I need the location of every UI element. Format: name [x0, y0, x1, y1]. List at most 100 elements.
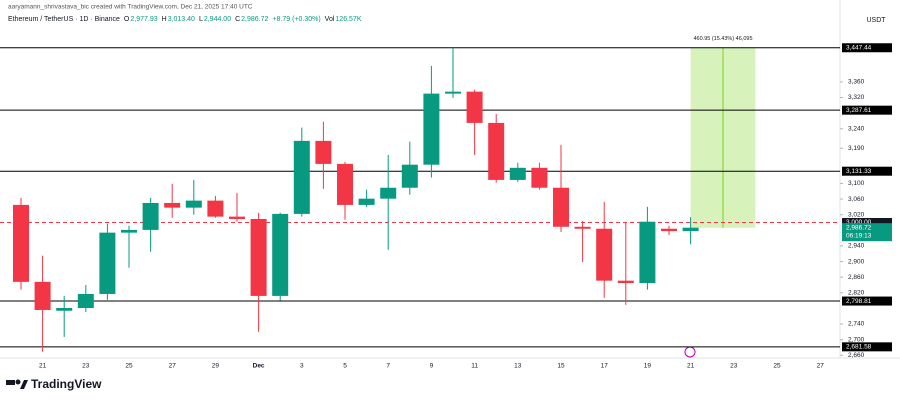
level-label: 3,131.33: [846, 168, 872, 175]
x-tick-label: 17: [601, 363, 609, 370]
x-tick-label: 25: [773, 363, 781, 370]
level-label: 3,447.44: [846, 44, 872, 51]
legend-key: C: [235, 16, 240, 23]
candle-body: [56, 308, 73, 311]
candle-body: [401, 164, 418, 188]
candle-body: [423, 93, 440, 165]
x-tick-label: 27: [817, 363, 825, 370]
candle-body: [574, 226, 591, 229]
y-tick-label: 2,860: [848, 274, 865, 281]
legend-key: Vol: [325, 16, 335, 23]
x-tick-label: 7: [386, 363, 390, 370]
y-tick-label: 3,240: [848, 125, 865, 132]
y-tick-label: 3,320: [848, 94, 865, 101]
candle-body: [617, 280, 634, 284]
candle-body: [229, 216, 245, 219]
y-tick-label: 3,100: [848, 180, 865, 187]
logo-mark: [6, 380, 15, 385]
level-tag: [842, 105, 892, 115]
legend-value: 2,944.00: [204, 16, 231, 23]
level-label: 2,681.58: [846, 344, 872, 351]
x-tick-label: 15: [557, 363, 565, 370]
candle-body: [445, 91, 461, 94]
level-tag: [842, 296, 892, 306]
currency: USDT: [866, 17, 886, 24]
x-tick-label: 23: [82, 363, 90, 370]
legend-key: L: [199, 16, 203, 23]
level-label: 2,798.81: [846, 298, 872, 305]
level-tag: [842, 43, 892, 53]
candle-body: [13, 204, 29, 282]
candle-body: [596, 228, 613, 281]
y-tick-label: 2,900: [848, 258, 865, 265]
logo-mark: [15, 379, 21, 385]
candle-body: [315, 140, 332, 164]
x-tick-label: Dec: [253, 363, 265, 370]
candle-body: [488, 122, 505, 180]
x-tick-label: 19: [644, 363, 652, 370]
x-tick-label: 23: [730, 363, 738, 370]
legend-value: +8.79 (+0.30%): [272, 16, 320, 23]
candle-body: [272, 213, 289, 296]
candle-body: [250, 218, 267, 296]
x-tick-label: 29: [212, 363, 220, 370]
x-tick-label: 27: [169, 363, 177, 370]
x-tick-label: 5: [343, 363, 347, 370]
y-tick-label: 2,740: [848, 321, 865, 328]
countdown: 06:19:13: [846, 232, 872, 239]
y-tick-label: 3,190: [848, 145, 865, 152]
candle-body: [639, 221, 656, 284]
y-tick-label: 3,020: [848, 211, 865, 218]
y-tick-label: 3,360: [848, 79, 865, 86]
candle-body: [77, 293, 94, 309]
brand: TradingView: [31, 377, 102, 391]
x-tick-label: 13: [514, 363, 522, 370]
level-label: 3,287.61: [846, 107, 872, 114]
logo-mark: [20, 380, 28, 389]
y-tick-label: 2,820: [848, 290, 865, 297]
y-tick-label: 2,940: [848, 243, 865, 250]
measure-label: 460.95 (15.43%) 46,095: [693, 36, 752, 42]
candle-body: [121, 229, 137, 233]
candle-body: [466, 91, 483, 123]
candle-body: [531, 167, 548, 188]
legend-value: 2,986.72: [241, 16, 268, 23]
legend: Ethereum / TetherUS · 1D · Binance O2,977…: [8, 16, 362, 23]
candle-body: [358, 198, 375, 205]
symbol-title: Ethereum / TetherUS · 1D · Binance: [8, 16, 120, 23]
legend-value: 3,013.40: [168, 16, 195, 23]
candle-body: [682, 227, 699, 232]
candle-body: [293, 140, 310, 214]
candle-body: [337, 163, 353, 205]
candle-body: [164, 202, 181, 208]
last-price-label: 2,986.72: [846, 224, 872, 231]
y-tick-label: 3,060: [848, 196, 865, 203]
candle-body: [34, 281, 51, 310]
y-tick-label: 2,660: [848, 352, 865, 359]
candle-body: [185, 200, 202, 208]
candle-body: [207, 200, 224, 217]
legend-key: H: [162, 16, 167, 23]
legend-value: 2,977.93: [130, 16, 157, 23]
x-tick-label: 21: [39, 363, 47, 370]
candle-body: [380, 187, 397, 199]
level-tag: [842, 166, 892, 176]
candle-body: [509, 167, 526, 180]
legend-value: 126.57K: [335, 16, 361, 23]
candle-body: [661, 228, 677, 232]
y-tick-label: 2,700: [848, 336, 865, 343]
dashed-level-tag: [842, 217, 892, 227]
candle-body: [99, 232, 116, 294]
level-tag: [842, 342, 892, 352]
x-tick-label: 9: [430, 363, 434, 370]
x-tick-label: 21: [687, 363, 695, 370]
candle-body: [142, 202, 159, 230]
x-tick-label: 25: [125, 363, 133, 370]
credit: aaryamann_shrivastava_bic created with T…: [8, 4, 253, 11]
x-tick-label: 11: [471, 363, 478, 370]
legend-key: O: [124, 16, 130, 23]
logo: [6, 379, 28, 389]
candle-body: [553, 187, 569, 227]
